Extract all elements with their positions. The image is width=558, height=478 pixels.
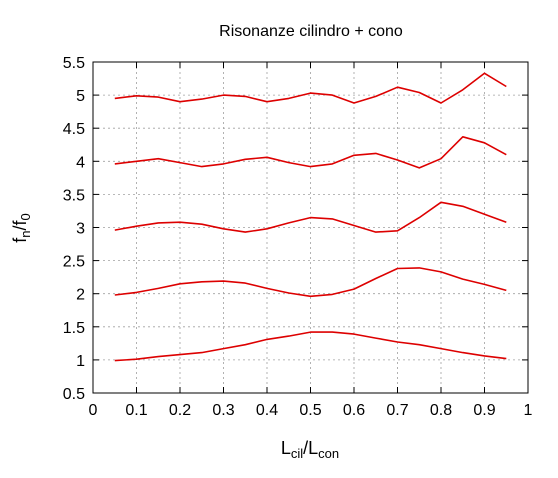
y-axis-label-sub2: 0 bbox=[18, 213, 33, 220]
x-tick-label: 0.6 bbox=[343, 402, 365, 419]
x-axis-label-main: L bbox=[281, 438, 291, 458]
x-tick-label: 0.2 bbox=[169, 402, 191, 419]
x-axis-label-sep: /L bbox=[303, 438, 318, 458]
x-tick-label: 0.8 bbox=[430, 402, 452, 419]
y-tick-label: 3 bbox=[76, 221, 85, 238]
series-line-5 bbox=[114, 72, 507, 104]
y-tick-label: 2 bbox=[76, 287, 85, 304]
y-tick-label: 4 bbox=[76, 154, 85, 171]
y-tick-label: 3.5 bbox=[63, 187, 85, 204]
y-tick-label: 5.5 bbox=[63, 55, 85, 72]
x-tick-label: 0.1 bbox=[125, 402, 147, 419]
x-axis-label-sub1: cil bbox=[291, 446, 303, 461]
x-tick-label: 1 bbox=[524, 402, 533, 419]
x-tick-label: 0.7 bbox=[386, 402, 408, 419]
series-group bbox=[114, 72, 507, 362]
tick-labels: 0 0.1 0.2 0.3 0.4 0.5 0.6 0.7 0.8 0.9 1 0.5 1 1.5 2 2.5… bbox=[63, 55, 533, 419]
series-line-3 bbox=[114, 201, 507, 233]
series-line-2 bbox=[114, 267, 507, 298]
y-axis-label: fn/f0 bbox=[10, 213, 33, 243]
x-axis-label: Lcil/Lcon bbox=[281, 438, 339, 461]
axis-ticks bbox=[92, 61, 529, 394]
chart-title: Risonanze cilindro + cono bbox=[219, 23, 403, 40]
y-tick-label: 1 bbox=[76, 353, 85, 370]
series-line-1 bbox=[114, 331, 507, 362]
y-tick-label: 4.5 bbox=[63, 121, 85, 138]
y-axis-label-sub1: n bbox=[18, 231, 33, 238]
y-axis-label-main: f bbox=[10, 237, 30, 243]
x-tick-label: 0.4 bbox=[256, 402, 278, 419]
y-tick-label: 5 bbox=[76, 88, 85, 105]
y-tick-label: 0.5 bbox=[63, 386, 85, 403]
y-tick-label: 1.5 bbox=[63, 320, 85, 337]
grid-lines bbox=[93, 62, 528, 393]
x-tick-label: 0.9 bbox=[473, 402, 495, 419]
x-tick-label: 0.5 bbox=[299, 402, 321, 419]
x-tick-label: 0 bbox=[89, 402, 98, 419]
x-tick-label: 0.3 bbox=[212, 402, 234, 419]
y-axis-label-sep: /f bbox=[10, 219, 30, 230]
x-axis-label-sub2: con bbox=[318, 446, 339, 461]
series-line-4 bbox=[114, 136, 507, 169]
y-tick-label: 2.5 bbox=[63, 254, 85, 271]
